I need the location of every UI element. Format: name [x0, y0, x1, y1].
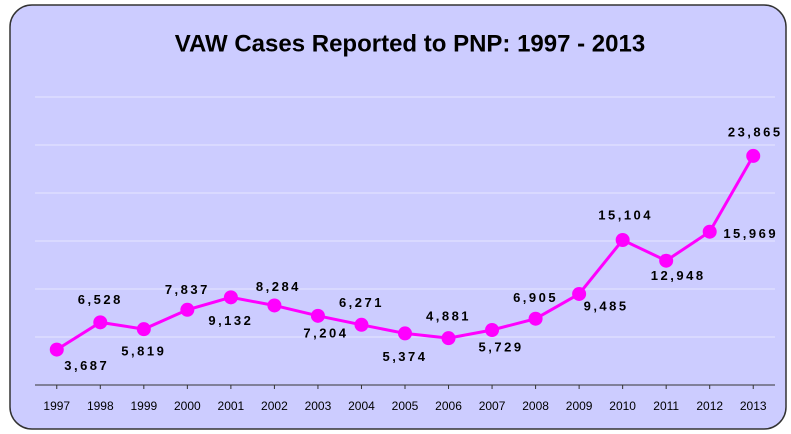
data-point	[615, 233, 630, 248]
data-point	[136, 322, 151, 337]
x-tick-label: 2010	[609, 399, 636, 413]
data-label: 5,729	[479, 339, 524, 354]
x-tick-label: 2005	[392, 399, 419, 413]
data-label: 3,687	[64, 358, 109, 373]
data-point	[267, 298, 282, 313]
data-point	[93, 315, 108, 330]
data-label: 9,132	[208, 313, 253, 328]
data-label: 7,837	[165, 282, 210, 297]
data-point	[528, 311, 543, 326]
data-label: 6,271	[339, 295, 384, 310]
data-point	[659, 253, 674, 268]
x-tick-label: 2000	[174, 399, 201, 413]
data-point	[354, 317, 369, 332]
data-label: 6,528	[78, 292, 123, 307]
data-label: 15,969	[723, 226, 778, 241]
data-label: 23,865	[728, 124, 783, 139]
x-tick-label: 2004	[348, 399, 375, 413]
x-tick-label: 2008	[522, 399, 549, 413]
chart-frame	[9, 4, 787, 430]
x-tick-label: 2009	[566, 399, 593, 413]
x-tick-label: 2013	[740, 399, 767, 413]
data-label: 5,819	[121, 344, 166, 359]
data-label: 9,485	[584, 298, 629, 313]
data-point	[441, 331, 456, 346]
x-tick-label: 2011	[653, 399, 679, 413]
data-point	[572, 286, 587, 301]
chart-title: VAW Cases Reported to PNP: 1997 - 2013	[175, 30, 645, 57]
data-label: 12,948	[651, 268, 706, 283]
data-point	[746, 148, 761, 163]
data-point	[485, 323, 500, 338]
x-tick-label: 2007	[479, 399, 506, 413]
x-tick-label: 2012	[696, 399, 723, 413]
data-point	[223, 290, 238, 305]
data-point	[398, 326, 412, 341]
data-point	[702, 224, 717, 239]
data-label: 7,204	[303, 325, 348, 340]
x-tick-label: 2001	[218, 399, 245, 413]
data-label: 4,881	[426, 309, 471, 324]
data-point	[310, 308, 325, 323]
x-tick-label: 2002	[261, 399, 288, 413]
data-label: 8,284	[256, 279, 301, 294]
x-tick-label: 2003	[305, 399, 332, 413]
x-tick-label: 1997	[43, 399, 70, 413]
data-label: 5,374	[382, 349, 427, 364]
data-label: 15,104	[598, 207, 653, 222]
x-tick-label: 1998	[87, 399, 114, 413]
x-tick-label: 2006	[435, 399, 462, 413]
data-point	[180, 302, 195, 317]
data-label: 6,905	[513, 290, 558, 305]
data-point	[49, 342, 64, 357]
x-tick-label: 1999	[130, 399, 157, 413]
